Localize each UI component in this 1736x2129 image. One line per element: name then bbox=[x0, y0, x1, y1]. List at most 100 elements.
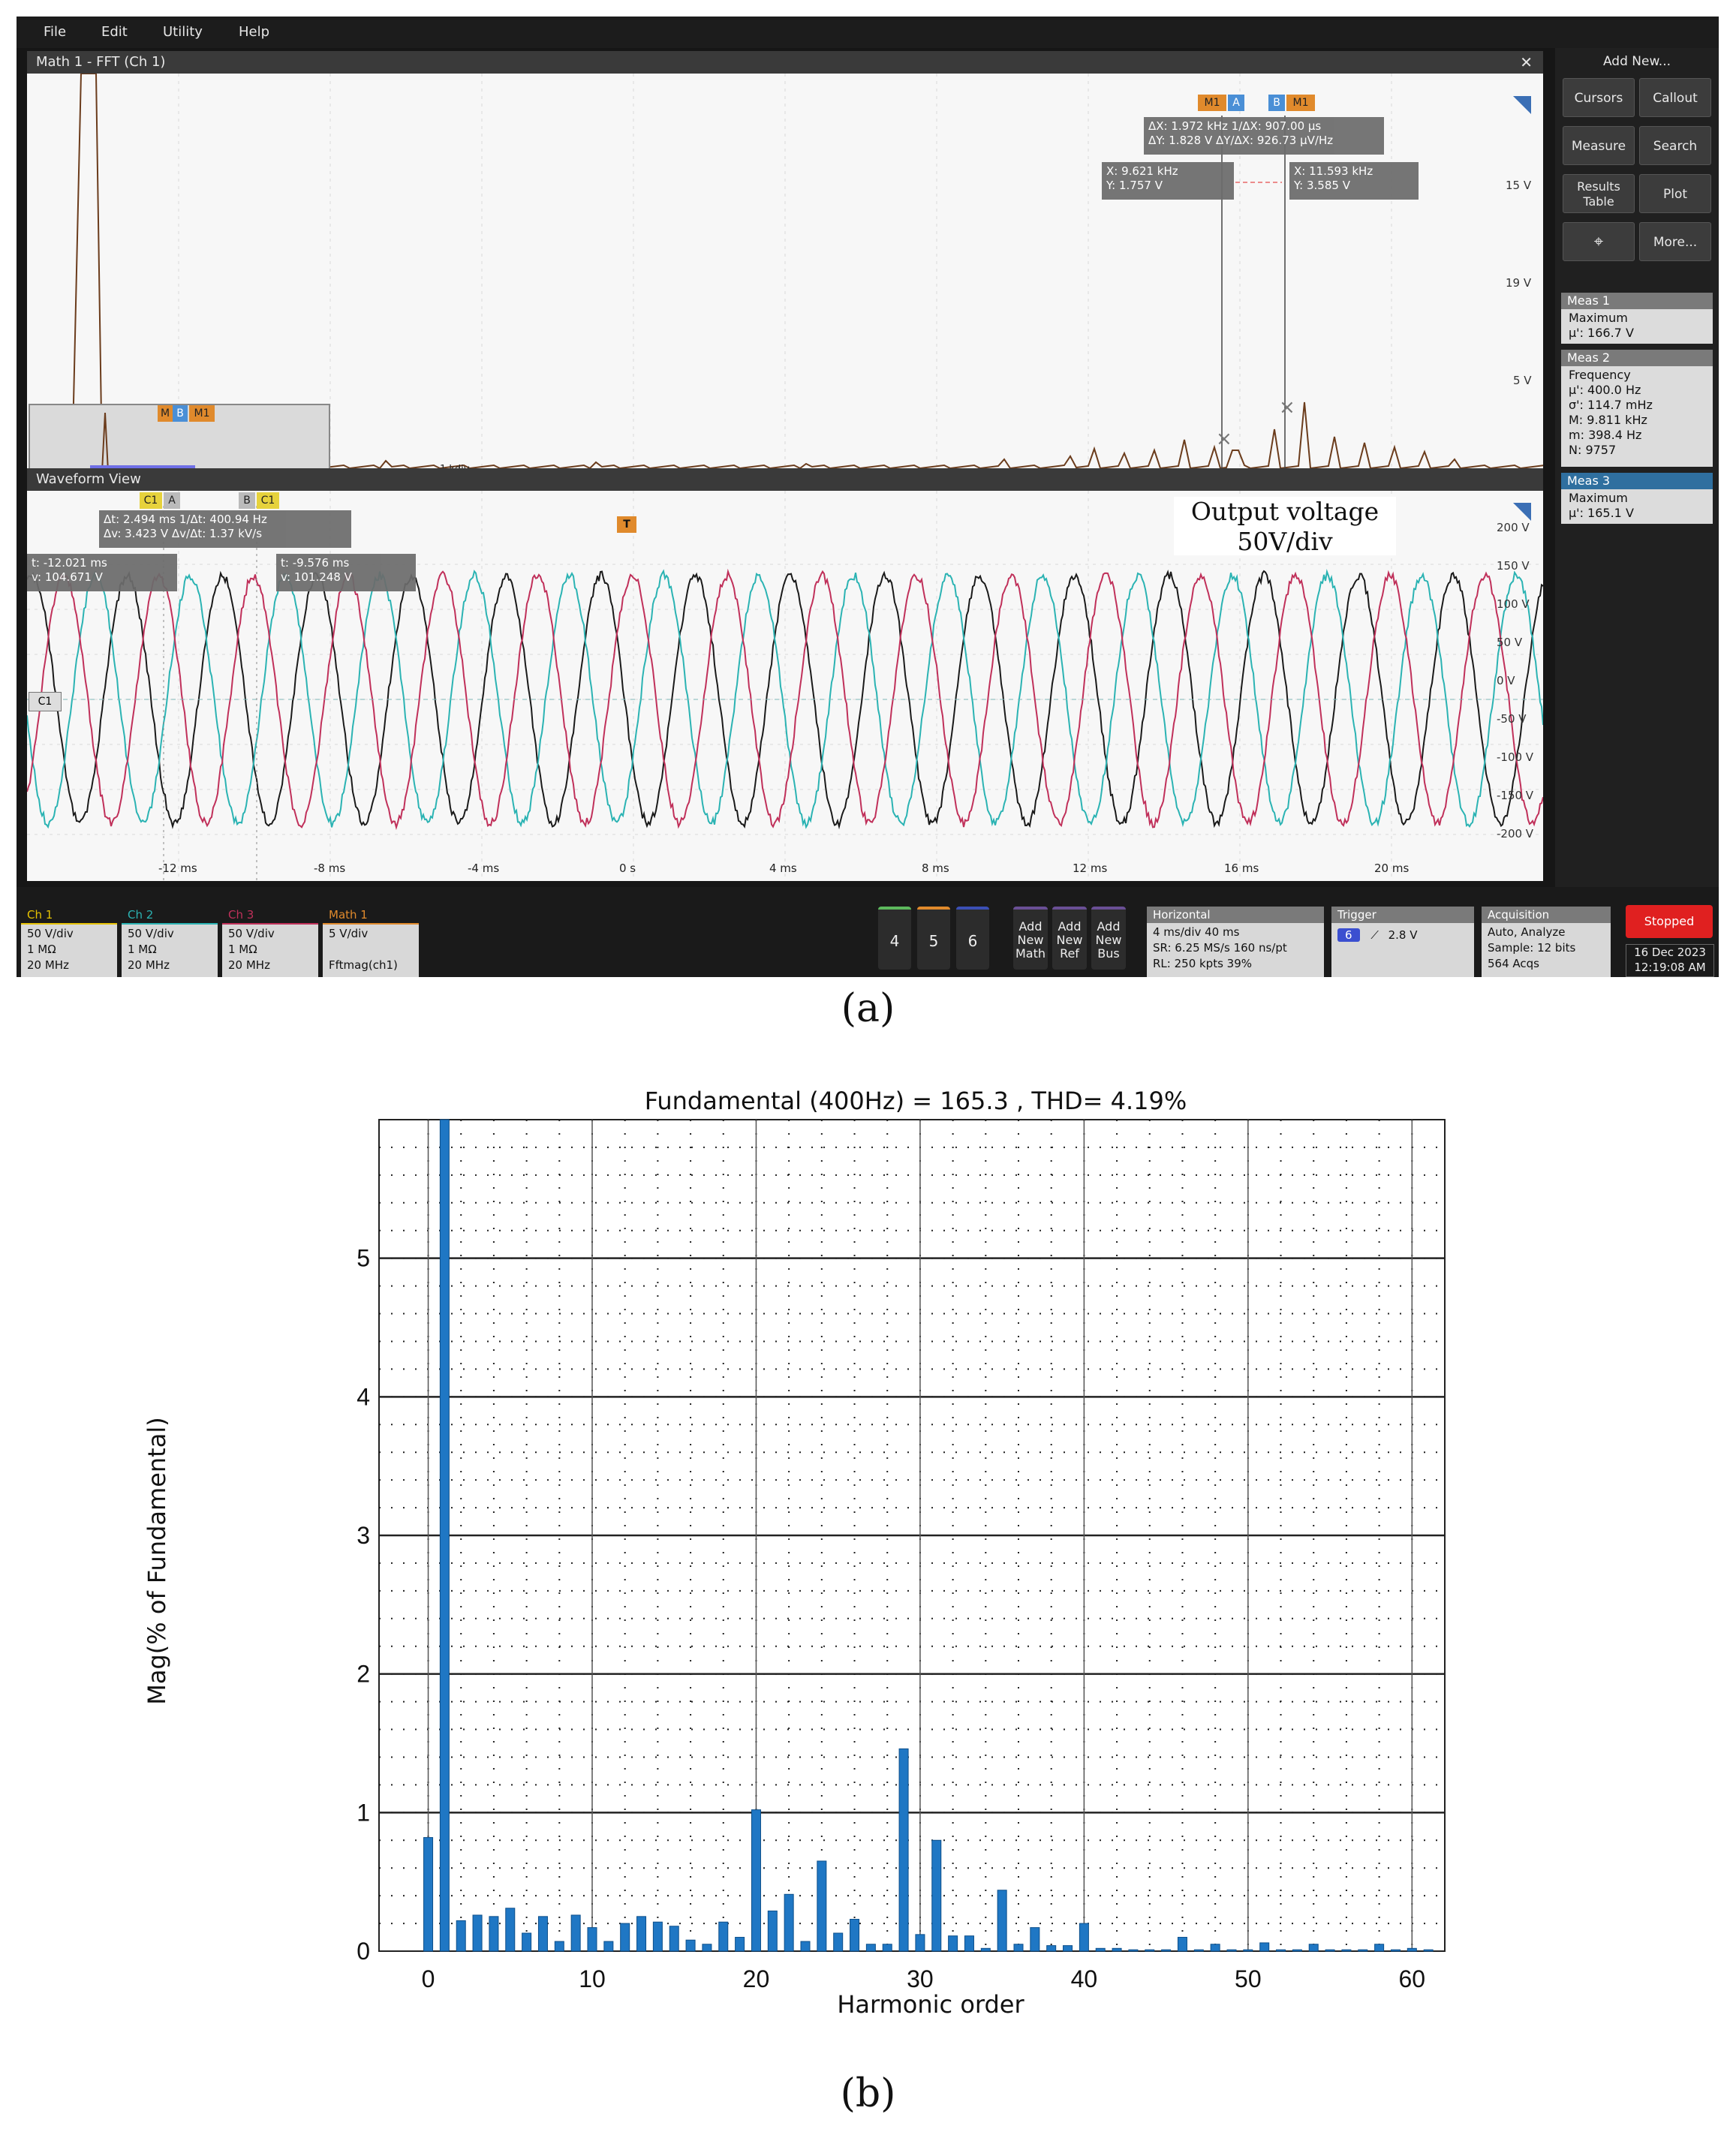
harmonic-bar bbox=[1013, 1944, 1024, 1952]
fft-cursor-b-readout: X: 11.593 kHz Y: 3.585 V bbox=[1289, 162, 1419, 200]
channel-badge-3[interactable]: Ch 3 50 V/div 1 MΩ 20 MHz bbox=[222, 907, 318, 977]
cursors-button[interactable]: Cursors bbox=[1563, 78, 1635, 117]
wave-cursor-tag-a[interactable]: A bbox=[164, 492, 180, 509]
add-ref-l1: Add bbox=[1058, 919, 1082, 934]
add-ref-l3: Ref bbox=[1060, 946, 1079, 961]
x-tick-label: 50 bbox=[1235, 1965, 1262, 1992]
add-math-l3: Math bbox=[1015, 946, 1046, 961]
channel-badge-1[interactable]: Ch 1 50 V/div 1 MΩ 20 MHz bbox=[21, 907, 117, 977]
fft-delta-readout: ΔX: 1.972 kHz 1/ΔX: 907.00 µs ΔY: 1.828 … bbox=[1144, 117, 1384, 155]
harmonic-bar bbox=[931, 1839, 942, 1952]
time: 12:19:08 AM bbox=[1634, 961, 1706, 974]
menu-help[interactable]: Help bbox=[239, 24, 270, 40]
harmonic-bar bbox=[898, 1748, 909, 1952]
trigger-badge[interactable]: Trigger 6 ⟋ 2.8 V bbox=[1331, 907, 1474, 977]
meas-3-badge[interactable]: Meas 3 Maximum µ': 165.1 V bbox=[1561, 473, 1713, 524]
add-new-ref-button[interactable]: Add New Ref bbox=[1052, 907, 1087, 970]
fft-right-label-3: 5 V bbox=[1513, 374, 1532, 387]
harmonic-bar bbox=[915, 1934, 925, 1952]
add-new-bus-button[interactable]: Add New Bus bbox=[1091, 907, 1126, 970]
harmonic-bar bbox=[964, 1935, 974, 1952]
x-axis-label: Harmonic order bbox=[837, 1990, 1024, 2019]
fft-cursor-a-x: X: 9.621 kHz bbox=[1106, 164, 1178, 178]
horizontal-sample-rate: SR: 6.25 MS/s 160 ns/pt bbox=[1153, 941, 1287, 955]
channel-badge-line: 1 MΩ bbox=[27, 943, 56, 956]
fft-plot-area[interactable]: ×× M B M1 1 kdiv M1 A B M1 ΔX: 1.972 kHz… bbox=[27, 74, 1543, 480]
channel-badge-2[interactable]: Ch 2 50 V/div 1 MΩ 20 MHz bbox=[122, 907, 218, 977]
fft-panel-title: Math 1 - FFT (Ch 1) bbox=[36, 54, 166, 70]
channel-5-button[interactable]: 5 bbox=[917, 907, 950, 970]
acquisition-sample: Sample: 12 bits bbox=[1488, 941, 1576, 955]
harmonic-bar bbox=[1193, 1949, 1204, 1952]
wave-cursor-tag-c1-b[interactable]: C1 bbox=[257, 492, 279, 509]
waveform-right-tick: 100 V bbox=[1497, 597, 1530, 611]
channel-badge-line: 50 V/div bbox=[128, 927, 174, 940]
meas-2-min: m: 398.4 Hz bbox=[1569, 428, 1642, 442]
trigger-level: 2.8 V bbox=[1388, 928, 1418, 942]
meas-2-max: M: 9.811 kHz bbox=[1569, 413, 1647, 427]
waveform-plot-area[interactable]: C1 A B C1 Δt: 2.494 ms 1/Δt: 400.94 Hz Δ… bbox=[27, 491, 1543, 881]
channel-badge-4[interactable]: Math 1 5 V/div Fftmag(ch1) bbox=[323, 907, 419, 977]
channel-6-button[interactable]: 6 bbox=[956, 907, 989, 970]
fft-cursor-tag-a[interactable]: A bbox=[1228, 95, 1244, 111]
zoom-tool-icon[interactable]: ⌖ bbox=[1563, 222, 1635, 261]
fft-cursor-a-marker: × bbox=[1216, 428, 1232, 450]
fft-panel-header: Math 1 - FFT (Ch 1) ✕ bbox=[27, 51, 1543, 74]
menu-utility[interactable]: Utility bbox=[163, 24, 203, 40]
close-icon[interactable]: ✕ bbox=[1520, 53, 1533, 71]
x-tick-label: 10 bbox=[579, 1965, 606, 1992]
meas-1-type: Maximum bbox=[1569, 311, 1628, 325]
channel-4-button[interactable]: 4 bbox=[878, 907, 911, 970]
meas-1-badge[interactable]: Meas 1 Maximum µ': 166.7 V bbox=[1561, 293, 1713, 344]
harmonic-bar bbox=[865, 1944, 876, 1952]
x-tick-label: 40 bbox=[1071, 1965, 1098, 1992]
harmonic-bar bbox=[669, 1926, 679, 1952]
fft-cursor-tag-b[interactable]: B bbox=[1268, 95, 1285, 111]
menu-file[interactable]: File bbox=[44, 24, 67, 40]
menu-bar: File Edit Utility Help bbox=[17, 17, 1719, 48]
fft-cursor-b-y: Y: 3.585 V bbox=[1294, 179, 1350, 192]
harmonic-bar bbox=[1308, 1944, 1319, 1952]
meas-3-type: Maximum bbox=[1569, 491, 1628, 505]
fft-cursor-tag-m1-b[interactable]: M1 bbox=[1286, 95, 1315, 111]
results-table-button[interactable]: Results Table bbox=[1563, 174, 1635, 213]
measure-button[interactable]: Measure bbox=[1563, 126, 1635, 165]
waveform-right-tick: -100 V bbox=[1497, 750, 1534, 764]
waveform-right-tick: 50 V bbox=[1497, 636, 1523, 649]
meas-2-badge[interactable]: Meas 2 Frequency µ': 400.0 Hz σ': 114.7 … bbox=[1561, 350, 1713, 467]
channel-badge-line bbox=[329, 942, 413, 958]
add-new-math-button[interactable]: Add New Math bbox=[1013, 907, 1048, 970]
search-button[interactable]: Search bbox=[1639, 126, 1711, 165]
callout-button[interactable]: Callout bbox=[1639, 78, 1711, 117]
run-stop-button[interactable]: Stopped bbox=[1626, 905, 1713, 938]
horizontal-title: Horizontal bbox=[1147, 907, 1324, 923]
harmonic-bar bbox=[472, 1914, 483, 1952]
trigger-slope-icon: ⟋ bbox=[1370, 928, 1379, 942]
trigger-marker[interactable]: T bbox=[617, 516, 636, 533]
right-sidebar: Add New... Cursors Callout Measure Searc… bbox=[1555, 48, 1719, 977]
channel-1-marker[interactable]: C1 bbox=[29, 692, 62, 711]
acquisition-badge[interactable]: Acquisition Auto, Analyze Sample: 12 bit… bbox=[1482, 907, 1611, 977]
harmonic-bar bbox=[505, 1908, 516, 1952]
harmonic-bar bbox=[537, 1916, 548, 1952]
add-math-l1: Add bbox=[1018, 919, 1043, 934]
oscilloscope-screen: File Edit Utility Help Math 1 - FFT (Ch … bbox=[17, 17, 1719, 977]
wave-cursor-tag-c1-a[interactable]: C1 bbox=[140, 492, 162, 509]
menu-edit[interactable]: Edit bbox=[101, 24, 128, 40]
more-button[interactable]: More... bbox=[1639, 222, 1711, 261]
harmonic-bar-chart: 0 10 20 30 40 50 60 0 1 2 3 4 5 bbox=[357, 1119, 1446, 1992]
wave-cursor-tag-b[interactable]: B bbox=[239, 492, 255, 509]
waveform-right-tick: -150 V bbox=[1497, 789, 1534, 802]
harmonic-bar bbox=[1276, 1949, 1286, 1952]
acquisition-count: 564 Acqs bbox=[1488, 957, 1539, 970]
harmonic-bar bbox=[784, 1893, 794, 1952]
y-tick-label: 4 bbox=[357, 1383, 370, 1410]
plot-button[interactable]: Plot bbox=[1639, 174, 1711, 213]
y-tick-label: 0 bbox=[357, 1938, 370, 1965]
waveform-time-tick: 16 ms bbox=[1224, 862, 1259, 875]
horizontal-badge[interactable]: Horizontal 4 ms/div 40 ms SR: 6.25 MS/s … bbox=[1147, 907, 1324, 977]
overview-tag-b: B bbox=[173, 405, 188, 422]
channel-badge-line: 20 MHz bbox=[128, 958, 170, 972]
harmonic-bar bbox=[1374, 1944, 1385, 1952]
fft-cursor-tag-m1-a[interactable]: M1 bbox=[1198, 95, 1226, 111]
